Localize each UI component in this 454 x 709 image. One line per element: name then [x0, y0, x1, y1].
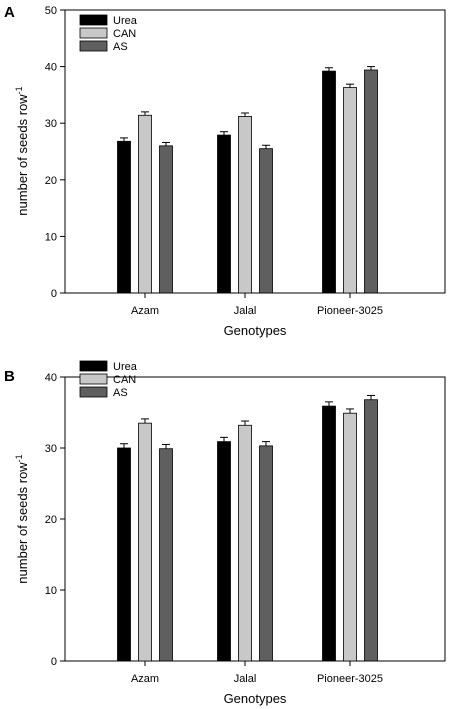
legend-label-can: CAN: [113, 374, 136, 386]
y-axis-title-a: number of seeds row-1: [14, 86, 30, 215]
y-axis-b: 0 10 20 30 40: [45, 372, 65, 668]
x-tick-label: Jalal: [234, 305, 257, 317]
bar-can-pioneer-3025: [343, 87, 357, 294]
bar-as-jalal: [259, 445, 273, 662]
y-axis-title-b: number of seeds row-1: [14, 454, 30, 583]
y-tick-label: 10: [45, 585, 57, 597]
y-tick-label: 20: [45, 175, 57, 187]
legend-label-urea: Urea: [113, 361, 138, 373]
x-axis-title-a: Genotypes: [224, 323, 287, 338]
legend-swatch-can: [79, 27, 108, 39]
y-tick-label: 0: [51, 288, 57, 300]
bar-as-azam: [159, 145, 173, 294]
bars-b: [117, 394, 378, 662]
bar-can-jalal: [238, 116, 252, 294]
legend-swatch-can: [79, 373, 108, 385]
panel-letter-a: A: [4, 4, 15, 21]
bar-can-jalal: [238, 424, 252, 662]
legend-label-urea: Urea: [113, 15, 138, 27]
legend-swatch-as: [79, 386, 108, 398]
x-tick-label: Azam: [131, 673, 159, 685]
bar-urea-azam: [117, 447, 131, 662]
bars-a: [117, 66, 378, 294]
y-axis-a: 0 10 20 30 40 50: [45, 5, 65, 300]
bar-urea-azam: [117, 140, 131, 294]
x-axis-title-b: Genotypes: [224, 691, 287, 706]
x-tick-label: Pioneer-3025: [317, 305, 383, 317]
bar-can-azam: [138, 422, 152, 662]
legend-label-can: CAN: [113, 28, 136, 40]
panel-a: A 0 10 20 30 40 50 Azam Jalal Pioneer-3025 Urea…: [4, 4, 446, 338]
legend-label-as: AS: [113, 387, 128, 399]
x-axis-a: Azam Jalal Pioneer-3025: [131, 293, 383, 317]
y-tick-label: 20: [45, 514, 57, 526]
y-tick-label: 30: [45, 118, 57, 130]
x-axis-b: Azam Jalal Pioneer-3025: [131, 661, 383, 685]
legend-swatch-urea: [79, 360, 108, 372]
bar-as-jalal: [259, 148, 273, 294]
legend-swatch-urea: [79, 14, 108, 26]
bar-as-pioneer-3025: [364, 69, 378, 294]
y-tick-label: 0: [51, 656, 57, 668]
y-tick-label: 50: [45, 5, 57, 17]
y-tick-label: 40: [45, 62, 57, 74]
bar-urea-jalal: [217, 441, 231, 662]
panel-b: B 0 10 20 30 40 Azam Jalal Pioneer-3025 UreaCA…: [4, 360, 446, 706]
bar-as-pioneer-3025: [364, 399, 378, 662]
bar-urea-jalal: [217, 134, 231, 294]
panel-letter-b: B: [4, 368, 15, 385]
y-tick-label: 10: [45, 231, 57, 243]
bar-urea-pioneer-3025: [322, 70, 336, 294]
bar-can-azam: [138, 114, 152, 294]
bar-as-azam: [159, 448, 173, 662]
x-tick-label: Azam: [131, 305, 159, 317]
bar-urea-pioneer-3025: [322, 405, 336, 662]
plot-frame-a: [64, 9, 446, 294]
x-tick-label: Pioneer-3025: [317, 673, 383, 685]
legend-swatch-as: [79, 40, 108, 52]
legend-label-as: AS: [113, 41, 128, 53]
bar-can-pioneer-3025: [343, 412, 357, 662]
x-tick-label: Jalal: [234, 673, 257, 685]
y-tick-label: 30: [45, 443, 57, 455]
y-tick-label: 40: [45, 372, 57, 384]
